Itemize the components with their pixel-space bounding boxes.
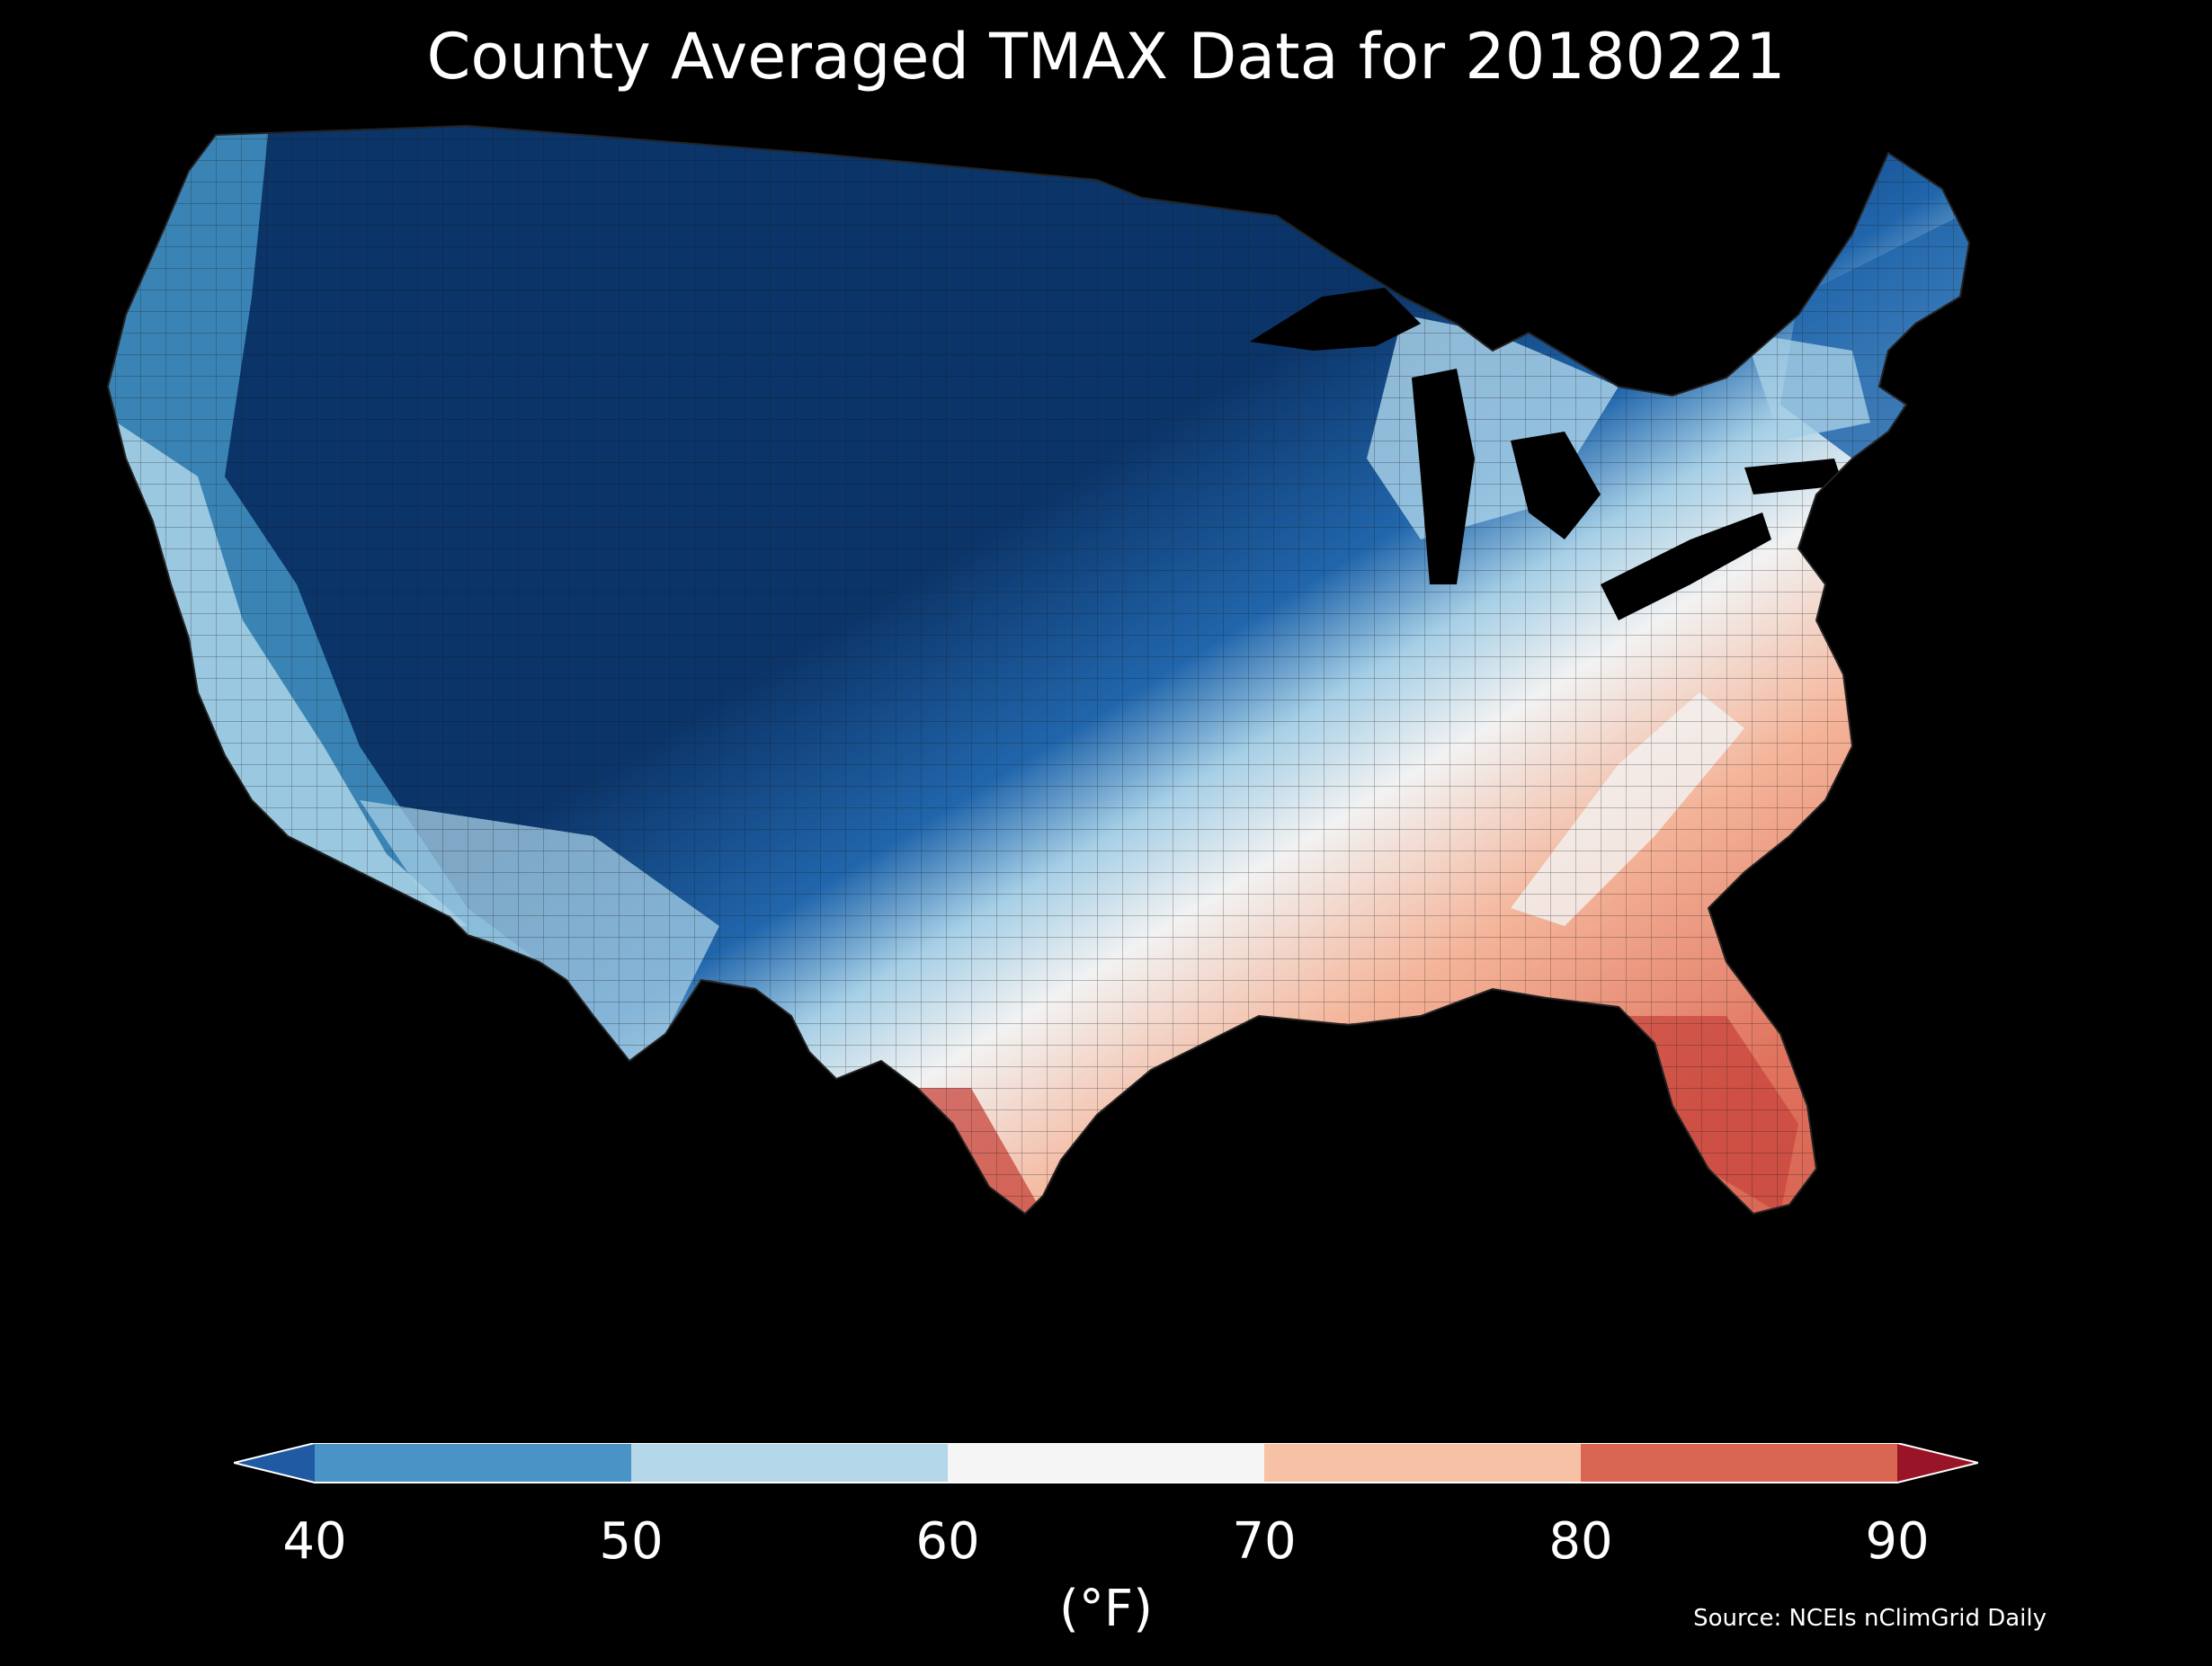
colorbar-tick-label: 80: [1548, 1512, 1613, 1571]
great-lakes: [1250, 288, 1843, 620]
colorbar-bin: [315, 1443, 632, 1483]
colorbar-bin: [631, 1443, 949, 1483]
colorbar-bin: [1581, 1443, 1898, 1483]
colorbar-extension-low: [234, 1443, 315, 1483]
map-title: County Averaged TMAX Data for 20180221: [426, 20, 1786, 94]
colorbar-tick-label: 70: [1232, 1512, 1297, 1571]
source-credit: Source: NCEIs nClimGrid Daily: [1693, 1605, 2047, 1632]
colorbar-tick-label: 50: [599, 1512, 664, 1571]
colorbar-bin: [948, 1443, 1265, 1483]
colorbar-extension-high: [1897, 1443, 1978, 1483]
us-county-map: [107, 125, 1970, 1215]
map-fill-layer: [108, 126, 1969, 1214]
colorbar: [234, 1443, 1978, 1483]
colorbar-bin: [1264, 1443, 1582, 1483]
colorbar-tick-label: 60: [915, 1512, 980, 1571]
colorbar-tick-label: 90: [1865, 1512, 1930, 1571]
colorbar-unit-label: (°F): [1059, 1580, 1153, 1638]
colorbar-tick-label: 40: [282, 1512, 347, 1571]
